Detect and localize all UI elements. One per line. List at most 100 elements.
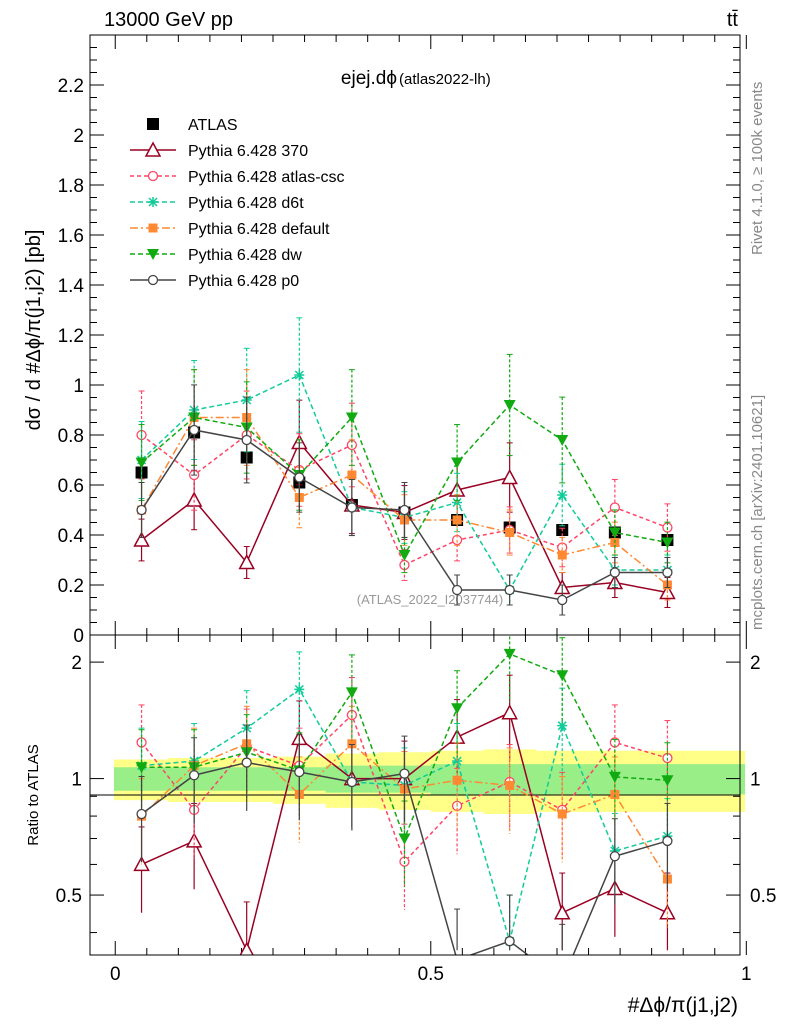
ratio-point <box>661 775 674 787</box>
ratio-point <box>398 833 411 845</box>
ratio-y-tick-label-right: 1 <box>750 770 761 791</box>
legend-entry: Pythia 6.428 d6t <box>130 195 304 212</box>
ratio-y-tick-label: 0.5 <box>56 886 82 907</box>
main-y-tick-label: 0.6 <box>58 476 84 497</box>
data-point <box>188 424 200 436</box>
main-y-tick-label: 0 <box>73 626 84 647</box>
data-point <box>345 412 358 424</box>
legend-entry: Pythia 6.428 p0 <box>130 273 299 290</box>
ratio-point <box>609 851 621 862</box>
main-y-tick-label: 0.4 <box>58 526 85 547</box>
data-point <box>346 502 358 513</box>
data-point <box>556 435 569 446</box>
data-point <box>501 468 518 485</box>
ratio-point <box>501 704 518 720</box>
data-point <box>451 584 463 596</box>
data-point <box>135 457 148 469</box>
energy-label: 13000 GeV pp <box>104 9 233 31</box>
ratio-point <box>239 941 254 955</box>
ratio-point <box>188 770 200 781</box>
ratio-line <box>141 742 669 880</box>
ratio-point <box>294 684 305 695</box>
data-point <box>238 553 255 570</box>
ratio-point <box>135 762 148 774</box>
ratio-y-tick-label: 2 <box>71 653 82 674</box>
ratio-point <box>451 703 464 715</box>
legend: ATLAS Pythia 6.428 370 Pythia 6.428 atlas-… <box>130 117 345 290</box>
ratio-y-tick-label-right: 2 <box>750 653 761 674</box>
analysis-watermark: (ATLAS_2022_I2037744) <box>357 592 503 607</box>
main-y-tick-label: 0.2 <box>58 576 84 597</box>
legend-label: Pythia 6.428 default <box>188 221 330 238</box>
data-point <box>398 550 411 561</box>
ratio-series-group <box>133 635 676 985</box>
legend-marker <box>148 223 158 233</box>
legend-label: Pythia 6.428 p0 <box>188 273 299 290</box>
data-point <box>662 567 673 578</box>
legend-label: Pythia 6.428 d6t <box>188 195 304 212</box>
main-y-tick-label: 1.2 <box>58 326 84 347</box>
main-y-tick-label: 1 <box>73 376 84 397</box>
data-point <box>504 584 515 596</box>
ratio-point <box>452 775 462 785</box>
legend-label: Pythia 6.428 dw <box>188 247 302 264</box>
main-y-tick-label: 1.6 <box>58 226 84 247</box>
legend-marker <box>147 274 159 286</box>
ratio-point <box>452 756 463 767</box>
data-point <box>608 527 621 539</box>
main-y-tick-label: 2.2 <box>58 76 84 97</box>
x-tick-label: 1 <box>741 964 752 985</box>
ratio-point <box>399 768 410 779</box>
ratio-point <box>345 687 358 699</box>
ratio-point <box>503 648 516 660</box>
data-point <box>294 370 305 380</box>
ratio-point <box>294 766 305 778</box>
ratio-y-axis-label: Ratio to ATLAS <box>25 744 42 845</box>
legend-marker <box>147 118 159 130</box>
ratio-point <box>558 976 567 985</box>
data-point <box>505 528 515 537</box>
ratio-point <box>557 720 568 731</box>
plot-subtitle: (atlas2022-lh) <box>399 71 491 88</box>
ratio-plot-frame <box>89 634 741 956</box>
ratio-y-tick-label-right: 0.5 <box>750 886 776 907</box>
legend-label: Pythia 6.428 atlas-csc <box>188 169 345 186</box>
main-y-tick-label: 1.8 <box>58 176 84 197</box>
ratio-point <box>504 936 515 947</box>
data-point <box>557 594 568 606</box>
main-y-tick-label: 0.8 <box>58 426 84 447</box>
data-point <box>451 457 464 469</box>
x-tick-label: 0.5 <box>418 964 444 985</box>
main-panel: ejej.dϕ (atlas2022-lh) (ATLAS_2022_I2037… <box>23 34 747 647</box>
data-point <box>241 434 252 446</box>
data-point <box>452 515 462 525</box>
ratio-point <box>347 739 357 749</box>
process-label: tt̄ <box>727 9 739 31</box>
data-point <box>557 490 568 500</box>
legend-marker <box>147 170 159 182</box>
ratio-point <box>662 835 673 847</box>
series-6 <box>136 384 673 616</box>
mcplots-credit-label: mcplots.cern.ch [arXiv:2401.10621] <box>749 395 766 630</box>
series-5 <box>135 353 674 574</box>
data-point <box>609 567 621 578</box>
ratio-series-5 <box>136 724 673 985</box>
legend-marker <box>144 141 162 157</box>
ratio-panel: 0.5 1 2 0.5 1 2 0 0.5 1 Ratio to ATLAS #Δϕ/π(j1,… <box>25 634 776 1017</box>
x-axis-label: #Δϕ/π(j1,j2) <box>628 994 738 1017</box>
legend-entry: Pythia 6.428 atlas-csc <box>130 169 345 186</box>
legend-entry: Pythia 6.428 370 <box>130 141 308 160</box>
main-y-tick-label: 1.4 <box>58 276 85 297</box>
legend-marker <box>147 249 159 260</box>
main-y-tick-label: 2 <box>73 126 84 147</box>
ratio-point <box>608 771 621 783</box>
ratio-point <box>185 832 203 848</box>
data-point <box>399 504 410 516</box>
ratio-point <box>505 780 515 790</box>
ratio-line <box>140 713 668 864</box>
ratio-point <box>136 808 147 820</box>
legend-entry: Pythia 6.428 dw <box>130 247 302 264</box>
data-point <box>503 400 516 411</box>
legend-entry: Pythia 6.428 default <box>130 221 330 238</box>
